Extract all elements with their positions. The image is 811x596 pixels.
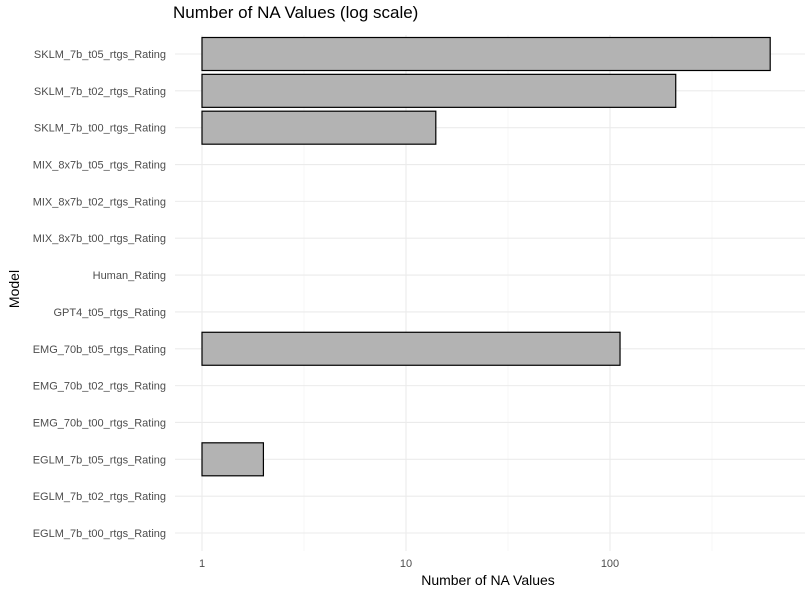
bar	[201, 36, 771, 72]
chart-title: Number of NA Values (log scale)	[173, 3, 419, 22]
bar	[201, 110, 437, 145]
y-tick-label: EMG_70b_t05_rtgs_Rating	[33, 344, 166, 356]
y-tick-label: EMG_70b_t00_rtgs_Rating	[33, 417, 166, 429]
y-tick-label: Human_Rating	[93, 270, 166, 282]
y-tick-label: SKLM_7b_t02_rtgs_Rating	[34, 86, 166, 98]
y-tick-label: EMG_70b_t02_rtgs_Rating	[33, 381, 166, 393]
x-tick-label: 10	[400, 558, 412, 570]
y-tick-label: MIX_8x7b_t02_rtgs_Rating	[33, 196, 166, 208]
y-tick-label: MIX_8x7b_t00_rtgs_Rating	[33, 233, 166, 245]
bar	[201, 331, 621, 366]
x-tick-labels: 1 10 100	[199, 558, 619, 570]
x-tick-label: 1	[199, 558, 205, 570]
grid-lines	[175, 35, 805, 551]
y-axis-title: Model	[6, 270, 22, 308]
y-tick-label: EGLM_7b_t00_rtgs_Rating	[33, 528, 166, 540]
bar	[201, 442, 265, 477]
bars	[201, 36, 771, 477]
x-axis-title: Number of NA Values	[421, 572, 555, 588]
y-tick-label: MIX_8x7b_t05_rtgs_Rating	[33, 160, 166, 172]
bar	[201, 73, 677, 108]
y-tick-label: SKLM_7b_t05_rtgs_Rating	[34, 49, 166, 61]
y-tick-labels: SKLM_7b_t05_rtgs_Rating SKLM_7b_t02_rtgs_…	[33, 49, 166, 540]
x-tick-label: 100	[601, 558, 619, 570]
y-tick-label: EGLM_7b_t05_rtgs_Rating	[33, 454, 166, 466]
y-tick-label: GPT4_t05_rtgs_Rating	[53, 307, 166, 319]
y-tick-label: EGLM_7b_t02_rtgs_Rating	[33, 491, 166, 503]
y-tick-label: SKLM_7b_t00_rtgs_Rating	[34, 123, 166, 135]
